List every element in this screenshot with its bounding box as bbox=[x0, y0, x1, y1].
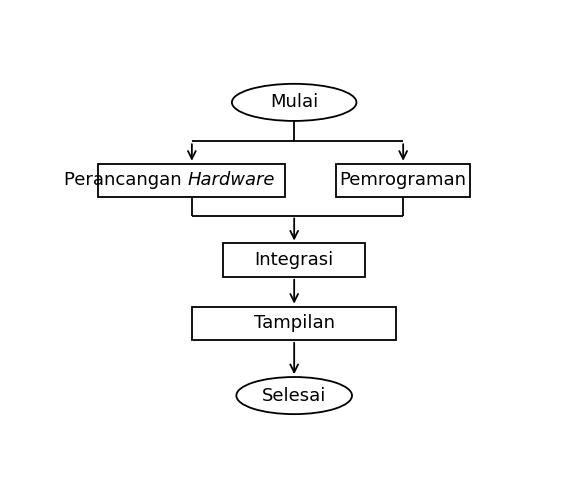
Text: Pemrograman: Pemrograman bbox=[340, 171, 467, 189]
Text: Integrasi: Integrasi bbox=[254, 251, 334, 269]
FancyBboxPatch shape bbox=[192, 307, 397, 340]
FancyBboxPatch shape bbox=[99, 163, 285, 197]
Text: Hardware: Hardware bbox=[187, 171, 275, 189]
Ellipse shape bbox=[232, 84, 356, 121]
Text: Mulai: Mulai bbox=[270, 94, 319, 111]
FancyBboxPatch shape bbox=[336, 163, 470, 197]
Text: Perancangan: Perancangan bbox=[64, 171, 187, 189]
FancyBboxPatch shape bbox=[223, 243, 365, 277]
Ellipse shape bbox=[236, 377, 352, 414]
Text: Tampilan: Tampilan bbox=[254, 314, 335, 332]
Text: Selesai: Selesai bbox=[262, 387, 327, 404]
